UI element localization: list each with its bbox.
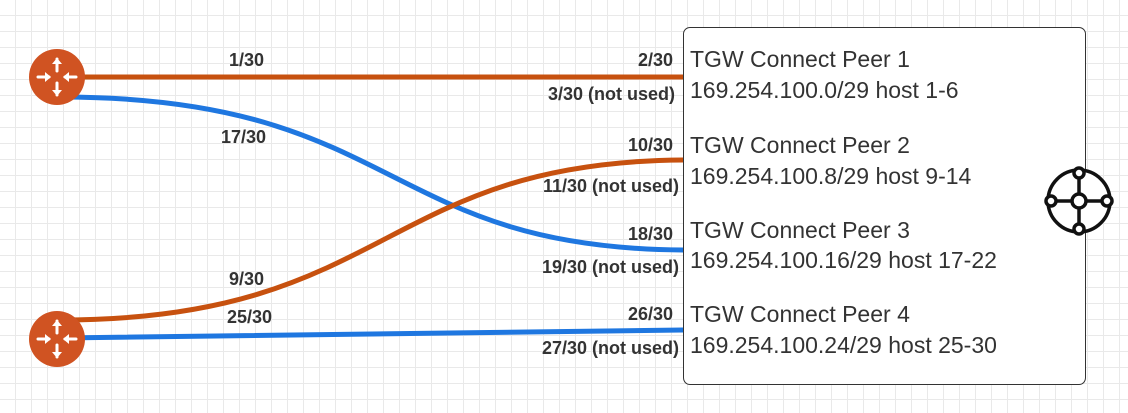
router-icon[interactable]: [28, 310, 86, 368]
peer-title: TGW Connect Peer 1: [690, 46, 910, 72]
link-router2-peer2[interactable]: [57, 157, 686, 323]
tgw-connect-box[interactable]: TGW Connect Peer 1 169.254.100.0/29 host…: [683, 27, 1086, 385]
peer-cidr: 169.254.100.8/29 host 9-14: [690, 163, 972, 189]
peer-cidr: 169.254.100.16/29 host 17-22: [690, 247, 997, 273]
link-label-left: 1/30: [229, 50, 265, 70]
peer-title: TGW Connect Peer 4: [690, 301, 910, 327]
link-router1-peer3[interactable]: [57, 94, 686, 253]
link-label-unused: 11/30 (not used): [542, 176, 679, 196]
link-label-left: 9/30: [229, 269, 265, 289]
peer-title: TGW Connect Peer 2: [690, 132, 910, 158]
link-label-right: 18/30: [627, 224, 673, 244]
peer-cidr: 169.254.100.24/29 host 25-30: [690, 332, 997, 358]
link-label-unused: 27/30 (not used): [541, 338, 679, 358]
router-icon[interactable]: [28, 48, 86, 106]
peer-cidr: 169.254.100.0/29 host 1-6: [690, 77, 959, 103]
link-label-right: 26/30: [627, 304, 673, 324]
peer-title: TGW Connect Peer 3: [690, 217, 910, 243]
link-label-right: 2/30: [637, 50, 673, 70]
link-label-left: 25/30: [227, 307, 273, 327]
transit-gateway-icon[interactable]: [1042, 164, 1116, 238]
link-label-unused: 3/30 (not used): [547, 84, 675, 104]
link-label-left: 17/30: [221, 127, 267, 147]
link-label-right: 10/30: [627, 135, 673, 155]
link-router2-peer4[interactable]: [57, 327, 686, 341]
link-label-unused: 19/30 (not used): [541, 257, 679, 277]
